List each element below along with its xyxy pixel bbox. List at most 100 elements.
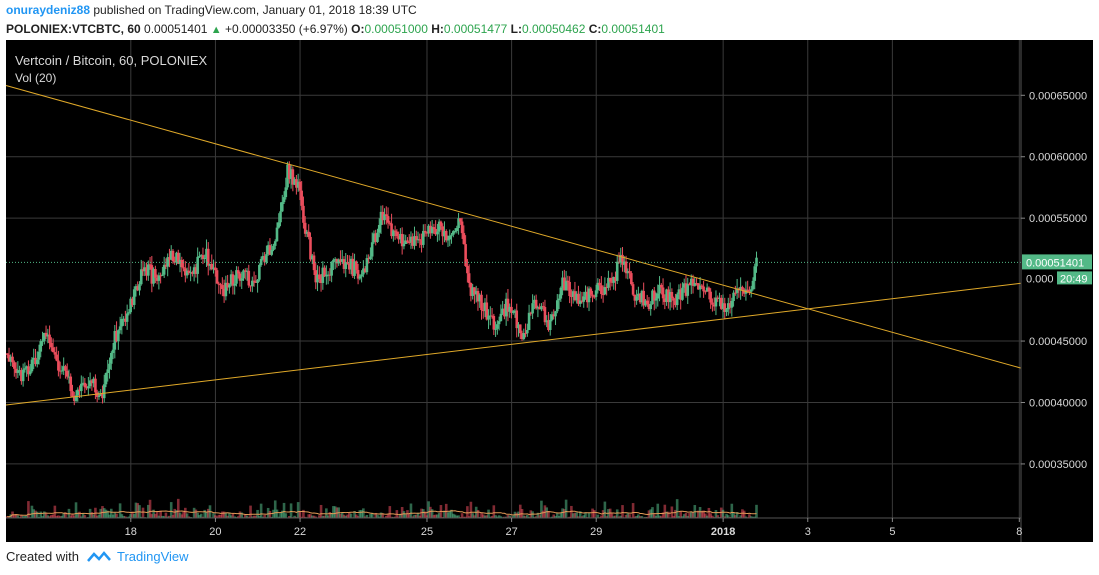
volume-bar (117, 516, 120, 518)
volume-bar (547, 510, 550, 518)
open-label: O: (351, 22, 365, 36)
volume-bar (723, 516, 727, 518)
volume-bar (312, 515, 316, 518)
volume-bar (559, 512, 563, 518)
candle-body (420, 240, 423, 245)
volume-bar (13, 514, 16, 518)
volume-bar (416, 512, 420, 518)
candle-body (125, 313, 129, 322)
volume-bar (379, 512, 383, 518)
candle-body (652, 290, 656, 301)
candle-body (85, 387, 88, 389)
candle-body (455, 228, 459, 231)
volume-bar (688, 512, 691, 518)
candle-body (228, 284, 231, 288)
price-axis[interactable]: 0.00065000 0.00060000 0.00055000 0.00045000… (1020, 40, 1092, 542)
candle-body (213, 267, 217, 271)
volume-bar (443, 510, 446, 518)
volume-bar (41, 516, 44, 518)
trendline (5, 282, 1022, 406)
low-value: 0.00050462 (521, 22, 586, 36)
candle-body (499, 313, 503, 322)
candle-body (212, 267, 215, 270)
time-axis[interactable]: 18 20 22 25 27 29 2018 3 5 8 (6, 517, 1022, 538)
candle-body (702, 286, 705, 292)
volume-bar (339, 514, 342, 518)
volume-bar (194, 509, 198, 518)
candle-body (95, 392, 99, 397)
volume-bar (168, 515, 171, 518)
volume-bar (414, 514, 418, 518)
candle-body (541, 306, 545, 308)
volume-bar (434, 514, 437, 518)
volume-bar (656, 503, 660, 518)
volume-bar (365, 515, 369, 518)
candle-body (471, 287, 474, 296)
volume-bar (480, 512, 483, 518)
volume-bar (20, 515, 23, 518)
candle-body (533, 299, 536, 304)
candle-body (362, 268, 365, 275)
volume-bar (129, 514, 132, 518)
candle-body (540, 306, 543, 310)
candlesticks (5, 161, 758, 406)
volume-bar (35, 511, 39, 518)
volume-bar (739, 515, 742, 518)
volume-bar (709, 513, 712, 518)
candle-body (99, 393, 103, 396)
candle-body (111, 349, 115, 353)
trendlines[interactable] (5, 84, 1022, 406)
author-username[interactable]: onuraydeniz88 (6, 3, 91, 17)
candle-body (626, 271, 630, 274)
volume-bar (510, 516, 513, 518)
candle-body (256, 279, 259, 283)
candle-body (409, 236, 413, 242)
candle-body (180, 259, 184, 268)
candle-body (155, 277, 159, 281)
volume-bar (270, 516, 274, 518)
candle-body (578, 300, 582, 304)
candle-body (240, 278, 244, 281)
candle-body (496, 324, 499, 329)
candle-body (353, 261, 356, 276)
price-chart[interactable]: 0.00065000 0.00060000 0.00055000 0.00045000… (0, 40, 1099, 545)
tradingview-link[interactable]: TradingView (116, 549, 189, 564)
candle-body (48, 334, 51, 344)
volume-bar (282, 502, 286, 518)
candle-body (51, 347, 55, 353)
candle-body (37, 351, 41, 360)
volume-bar (658, 515, 661, 518)
volume-bar (667, 511, 670, 518)
volume-bar (258, 516, 261, 518)
candle-body (288, 164, 291, 179)
volume-bar (471, 513, 474, 518)
volume-bar (154, 513, 157, 518)
volume-bar (628, 514, 631, 518)
volume-bar (735, 512, 739, 518)
volume-bar (30, 505, 34, 518)
candle-body (663, 298, 667, 302)
candle-body (159, 275, 162, 277)
candle-body (323, 267, 326, 277)
volume-bar (730, 503, 734, 518)
volume-bar (226, 515, 229, 518)
volume-bar (485, 515, 489, 518)
candle-body (392, 230, 395, 237)
candle-body (369, 256, 372, 260)
candle-body (333, 259, 337, 261)
volume-bar (157, 515, 161, 518)
volume-bar (489, 516, 492, 518)
candle-body (513, 310, 517, 312)
candle-body (483, 302, 487, 311)
candle-body (563, 277, 566, 291)
volume-bar (538, 515, 541, 518)
candle-body (554, 311, 557, 317)
candle-body (235, 270, 238, 284)
volume-bar (155, 511, 159, 518)
volume-bar (695, 516, 698, 518)
candle-body (457, 218, 460, 229)
volume-bar (284, 513, 288, 518)
volume-bar (499, 516, 503, 518)
candle-body (534, 299, 538, 309)
volume-bar (252, 515, 256, 518)
